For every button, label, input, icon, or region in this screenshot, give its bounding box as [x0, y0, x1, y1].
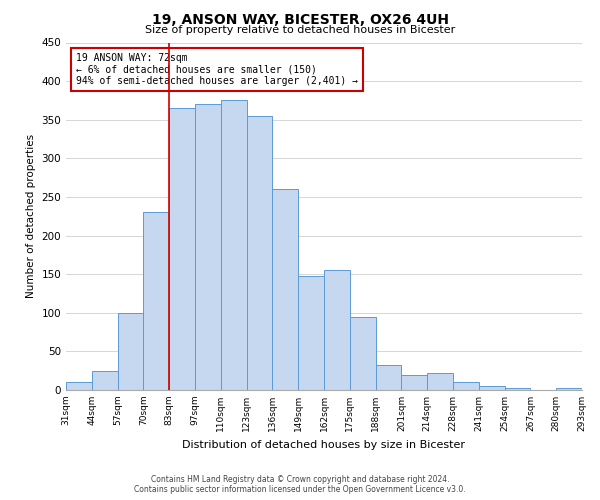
Bar	[143, 212, 169, 390]
Bar	[92, 370, 118, 390]
Text: 19 ANSON WAY: 72sqm
← 6% of detached houses are smaller (150)
94% of semi-detach: 19 ANSON WAY: 72sqm ← 6% of detached hou…	[76, 53, 358, 86]
Text: 19, ANSON WAY, BICESTER, OX26 4UH: 19, ANSON WAY, BICESTER, OX26 4UH	[151, 12, 449, 26]
Bar	[195, 104, 221, 390]
Bar	[118, 313, 143, 390]
Bar	[376, 366, 401, 390]
Bar	[169, 108, 195, 390]
Bar	[556, 388, 582, 390]
X-axis label: Distribution of detached houses by size in Bicester: Distribution of detached houses by size …	[182, 440, 466, 450]
Bar	[298, 276, 324, 390]
Bar	[272, 189, 298, 390]
Bar	[221, 100, 247, 390]
Bar	[427, 373, 453, 390]
Bar	[453, 382, 479, 390]
Bar	[247, 116, 272, 390]
Bar	[479, 386, 505, 390]
Bar	[324, 270, 350, 390]
Bar	[66, 382, 92, 390]
Text: Size of property relative to detached houses in Bicester: Size of property relative to detached ho…	[145, 25, 455, 35]
Y-axis label: Number of detached properties: Number of detached properties	[26, 134, 36, 298]
Bar	[350, 316, 376, 390]
Text: Contains HM Land Registry data © Crown copyright and database right 2024.
Contai: Contains HM Land Registry data © Crown c…	[134, 474, 466, 494]
Bar	[401, 374, 427, 390]
Bar	[505, 388, 530, 390]
